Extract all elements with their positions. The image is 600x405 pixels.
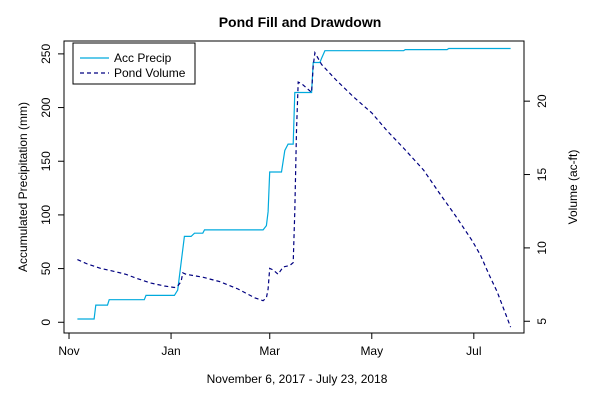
y-left-tick-label: 150: [39, 151, 53, 171]
y-axis-left-label: Accumulated Precipitation (mm): [16, 102, 30, 272]
y-right-tick-label: 20: [535, 94, 549, 108]
x-axis-label: November 6, 2017 - July 23, 2018: [207, 372, 388, 386]
y-right-tick-label: 5: [535, 318, 549, 325]
x-tick-label: Nov: [58, 344, 79, 358]
legend-box: [72, 42, 196, 85]
legend-label-acc-precip: Acc Precip: [114, 51, 172, 65]
y-right-tick-label: 10: [535, 241, 549, 255]
y-left-tick-label: 50: [39, 262, 53, 276]
x-tick-label: Jul: [466, 344, 481, 358]
series-line-pond-volume: [77, 50, 512, 328]
legend: Acc Precip Pond Volume: [72, 42, 196, 85]
x-tick-label: Jan: [161, 344, 180, 358]
y-axis-left: 0 50 100 150 200 250: [39, 44, 64, 326]
y-left-tick-label: 200: [39, 97, 53, 117]
y-left-tick-label: 0: [39, 319, 53, 326]
y-left-tick-label: 250: [39, 44, 53, 64]
y-left-tick-label: 100: [39, 205, 53, 225]
x-tick-label: May: [360, 344, 383, 358]
y-axis-right: 5 10 15 20: [524, 94, 549, 325]
y-axis-right-label: Volume (ac-ft): [566, 150, 580, 225]
chart-title: Pond Fill and Drawdown: [219, 14, 382, 30]
plot-frame: [63, 40, 525, 334]
x-tick-label: Mar: [259, 344, 280, 358]
x-axis: Nov Jan Mar May Jul: [58, 333, 481, 358]
series-layer: [77, 47, 512, 328]
series-line-acc-precip: [77, 47, 511, 320]
legend-label-pond-volume: Pond Volume: [114, 66, 186, 80]
y-right-tick-label: 15: [535, 168, 549, 182]
